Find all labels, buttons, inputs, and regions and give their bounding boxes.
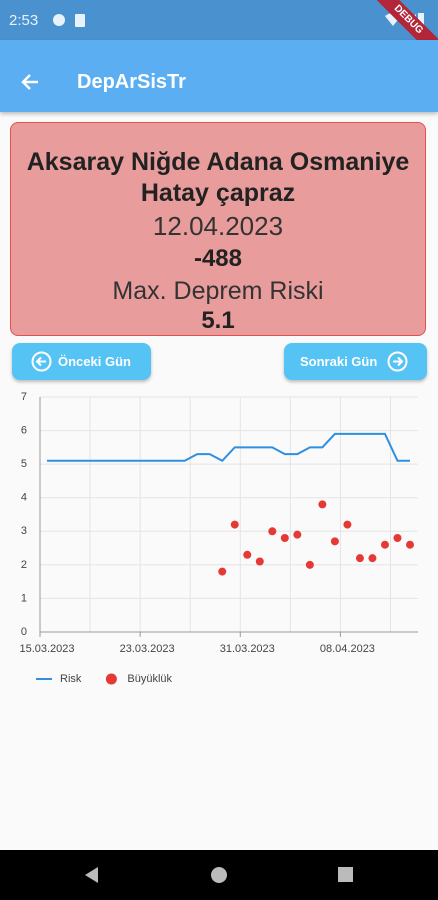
- status-icons: [53, 14, 85, 27]
- nav-bar: [0, 850, 438, 900]
- y-tick-label: 1: [21, 592, 27, 604]
- legend-dot: [105, 673, 117, 685]
- chart: 0 1 2 3 4 5 6 7 15.03.2023 23.03.2023 31.03.2023 08…: [19, 391, 418, 685]
- risk-line: [47, 432, 410, 463]
- status-time: 2:53: [9, 12, 39, 29]
- risk-label: Max. Deprem Riski: [112, 277, 324, 305]
- x-tick-label: 08.04.2023: [320, 643, 375, 655]
- info-card: Aksaray Niğde Adana Osmaniye Hatay çapra…: [10, 122, 426, 336]
- nav-icons: [85, 867, 353, 883]
- region: Aksaray Niğde Adana Osmaniye Hatay çapra…: [26, 148, 410, 207]
- next-button[interactable]: Sonraki Gün: [284, 343, 427, 380]
- magnitude-point: [230, 520, 239, 529]
- y-tick-label: 7: [21, 391, 27, 403]
- magnitude-point: [255, 557, 264, 566]
- legend-label: Risk: [60, 673, 82, 685]
- x-tick-label: 31.03.2023: [220, 643, 275, 655]
- risk-value: 5.1: [201, 307, 235, 334]
- magnitude-point: [343, 520, 352, 529]
- y-tick-label: 3: [21, 525, 27, 537]
- legend-label: Büyüklük: [127, 673, 172, 685]
- magnitude-point: [280, 534, 289, 542]
- magnitude-point: [380, 540, 389, 549]
- y-tick-label: 2: [21, 559, 27, 571]
- x-tick-label: 23.03.2023: [120, 643, 175, 655]
- app-title: DepArSisTr: [77, 71, 186, 93]
- magnitude-point: [318, 500, 327, 509]
- date: 12.04.2023: [152, 211, 284, 241]
- magnitude-point: [355, 554, 364, 563]
- previous-label: Önceki Gün: [58, 354, 131, 369]
- back-button[interactable]: [20, 72, 40, 92]
- magnitude-point: [305, 560, 314, 569]
- magnitude-point: [293, 530, 302, 539]
- previous-icon: [31, 351, 52, 372]
- magnitude-point: [218, 567, 227, 576]
- y-tick-label: 4: [21, 492, 27, 504]
- next-icon: [387, 351, 408, 372]
- y-tick-label: 5: [21, 458, 27, 470]
- y-tick-label: 0: [21, 626, 27, 638]
- status-bar: 2:53: [0, 0, 438, 40]
- app-bar: DepArSisTr: [0, 40, 438, 112]
- magnitude-point: [243, 550, 252, 559]
- magnitude-point: [368, 554, 377, 563]
- previous-button[interactable]: Önceki Gün: [12, 343, 151, 380]
- magnitude-point: [393, 534, 402, 542]
- magnitude-point: [268, 527, 277, 536]
- y-tick-label: 6: [21, 424, 27, 436]
- magnitude-point: [406, 540, 414, 549]
- value: -488: [193, 245, 243, 272]
- x-tick-label: 15.03.2023: [19, 643, 74, 655]
- magnitude-point: [330, 537, 339, 546]
- next-label: Sonraki Gün: [300, 354, 378, 369]
